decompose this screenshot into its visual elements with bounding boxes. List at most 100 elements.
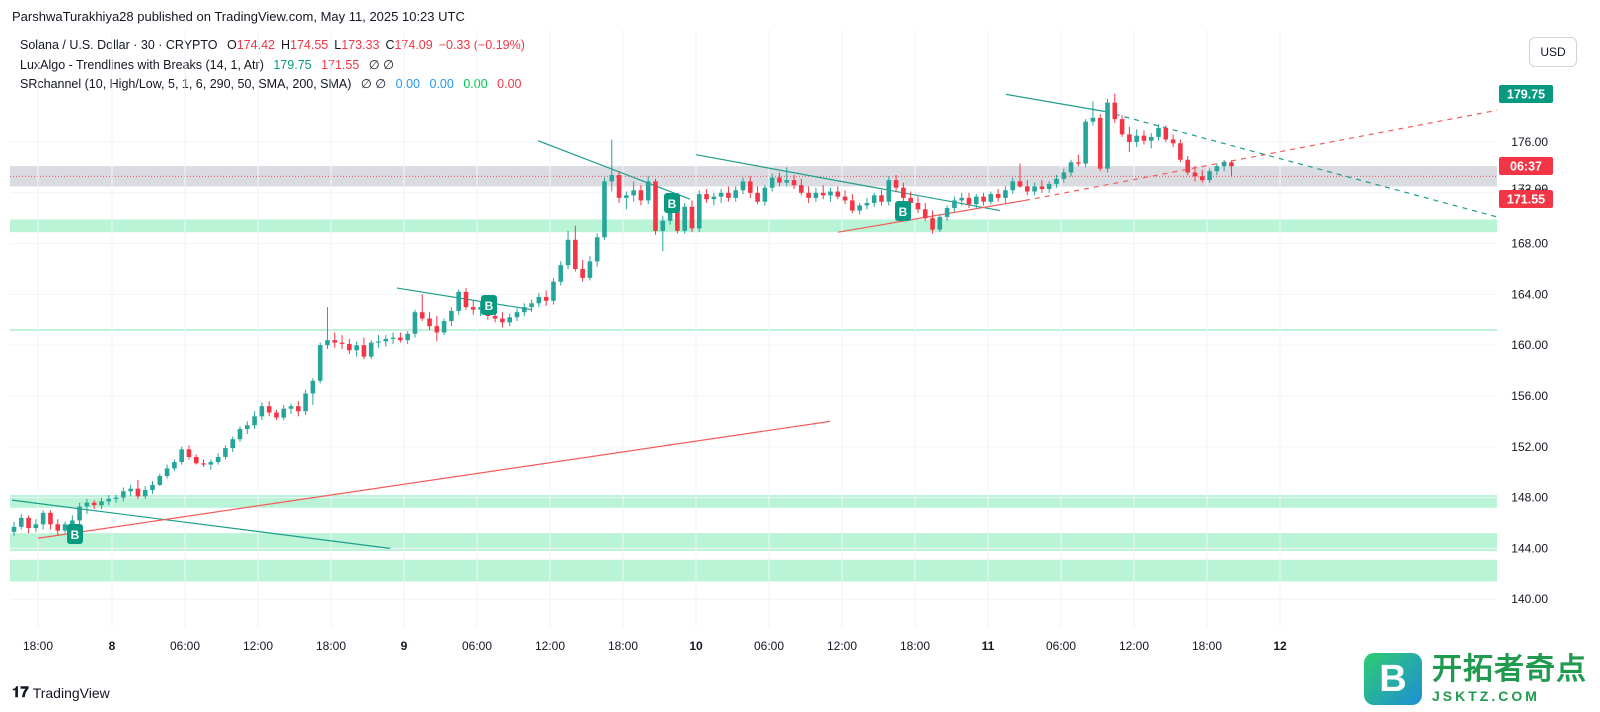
candle [864,197,870,210]
candle [186,445,192,460]
price-tick-label: 148.00 [1511,491,1548,505]
candle [310,378,316,405]
candle [1214,163,1220,176]
candle-body [1221,162,1227,167]
candle-body [784,180,790,183]
candle [835,186,841,200]
upper-trend-badge: 179.75 [1499,85,1553,103]
candle [354,341,359,357]
trendline [11,499,391,549]
candle-body [310,380,316,394]
candle [704,188,709,203]
srchannel-value-1: 0.00 [395,77,421,91]
candle-body [1003,190,1008,198]
candle [398,332,403,343]
candle-body [259,406,265,417]
candle-body [33,524,39,529]
candle [347,338,352,355]
candle-body [879,195,884,202]
candle [201,459,206,468]
candle-body [733,190,739,198]
srchannel-value-3: 0.00 [463,77,488,91]
candle [871,192,877,207]
candle-body [193,456,199,464]
candle-body [1105,102,1110,169]
candle [84,498,90,515]
candle-body [616,175,622,198]
candle [791,175,797,189]
candle [995,188,1001,202]
price-axis: 176.00172.00168.00164.00160.00156.00152.… [1511,135,1548,606]
candle [1163,125,1169,142]
candle-body [84,502,90,507]
candle [682,202,687,234]
candle [551,277,556,305]
candle [478,302,483,316]
time-tick-label: 12:00 [827,639,857,653]
candle-body [820,192,826,196]
candle [390,332,396,344]
candle-body [449,310,454,322]
candle-body [70,520,75,525]
candle [1054,175,1059,188]
currency-button[interactable]: USD [1529,37,1577,67]
candle [412,309,418,338]
candle [565,230,571,269]
candle-body [922,209,928,219]
time-tick-label: 18:00 [1192,639,1222,653]
candle-body [1229,162,1234,167]
candle-body [317,345,323,381]
candle-body [543,296,549,301]
candle [930,210,935,234]
candle-body [718,192,724,197]
candle-body [40,512,46,525]
candle [747,176,753,198]
candle [886,176,892,206]
candle-body [1148,136,1154,141]
symbol-name[interactable]: Solana / U.S. Dollar · 30 · CRYPTO [20,38,218,52]
candle [769,173,775,192]
candle [470,300,476,315]
break-marker-label: B [71,528,80,542]
candle-body [1039,186,1045,189]
tradingview-logo[interactable]: 𝟏𝟕 TradingView [12,684,110,701]
candle [587,256,593,281]
candle-body [1134,135,1139,142]
time-tick-label: 18:00 [608,639,638,653]
candle [711,192,717,206]
candle [77,502,82,525]
candle [1097,114,1103,172]
luxalgo-title[interactable]: LuxAlgo - Trendlines with Breaks (14, 1,… [20,58,264,72]
break-marker-box [67,524,83,544]
break-marker: B [664,193,680,213]
candle [259,402,265,421]
candle [1032,182,1037,196]
price-tick-label: 152.00 [1511,440,1548,454]
candle [762,185,768,206]
candle-body [864,202,870,206]
candle-body [427,318,432,327]
break-marker-box [664,193,680,213]
candle-body [966,197,972,205]
publisher-attribution: ParshwaTurakhiya28 published on TradingV… [12,9,465,24]
candle-body [274,412,279,418]
candle [325,307,330,350]
candle [952,196,957,212]
candle-body [704,194,709,200]
candle [536,293,542,308]
lower-trend-badge: 171.55 [1499,190,1553,208]
candle-body [128,488,133,492]
candle-body [456,291,461,311]
luxalgo-na-values: ∅ ∅ [368,58,395,72]
srchannel-title[interactable]: SRchannel (10, High/Low, 5, 1, 6, 290, 5… [20,77,352,91]
candle [573,225,578,272]
candle [208,459,214,470]
srchannel-legend: SRchannel (10, High/Low, 5, 1, 6, 290, 5… [20,76,528,91]
time-tick-label: 06:00 [462,639,492,653]
candle [1199,169,1205,183]
candle-body [580,269,585,278]
candle [1083,119,1088,168]
time-tick-label: 18:00 [900,639,930,653]
candle-body [507,317,513,323]
